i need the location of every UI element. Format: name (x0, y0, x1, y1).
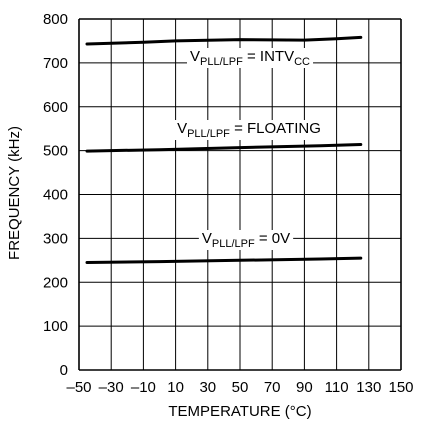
series-label-background (174, 120, 324, 140)
grid (78, 18, 402, 371)
y-tick-label: 600 (43, 99, 68, 116)
x-tick-label: 90 (296, 379, 313, 396)
x-tick-label: 150 (388, 379, 413, 396)
series-label: VPLL/LPF = 0V (202, 230, 290, 250)
x-tick-label: –30 (99, 379, 124, 396)
series-line (85, 143, 363, 153)
x-axis-title: TEMPERATURE (°C) (168, 403, 311, 420)
y-tick-label: 700 (43, 55, 68, 72)
x-tick-label: –50 (66, 379, 91, 396)
y-tick-labels: 0 100 200 300 400 500 600 700 800 (43, 11, 68, 379)
y-tick-label: 400 (43, 187, 68, 204)
y-tick-label: 800 (43, 11, 68, 28)
series-line (85, 35, 363, 46)
series-lines (85, 35, 363, 264)
y-tick-label: 500 (43, 143, 68, 160)
series-label: VPLL/LPF = FLOATING (177, 120, 321, 140)
series-label-background (187, 48, 314, 68)
x-tick-label: 130 (356, 379, 381, 396)
series-line (85, 256, 363, 264)
x-tick-label: 30 (199, 379, 216, 396)
y-tick-label: 0 (60, 362, 68, 379)
x-tick-label: 50 (232, 379, 249, 396)
x-tick-labels: –50 –30 –10 10 30 50 70 90 110 130 150 (66, 379, 413, 396)
series-label: VPLL/LPF = INTVCC (190, 48, 310, 68)
y-tick-label: 200 (43, 274, 68, 291)
x-tick-label: 10 (167, 379, 184, 396)
x-tick-label: 70 (264, 379, 281, 396)
series-annotations: VPLL/LPF = INTVCC VPLL/LPF = FLOATING VPLL… (174, 48, 324, 250)
x-tick-label: –10 (131, 379, 156, 396)
y-axis-title: FREQUENCY (kHz) (6, 126, 23, 260)
y-tick-label: 100 (43, 318, 68, 335)
x-tick-label: 110 (325, 379, 349, 396)
series-label-background (198, 230, 294, 250)
y-tick-label: 300 (43, 230, 68, 247)
